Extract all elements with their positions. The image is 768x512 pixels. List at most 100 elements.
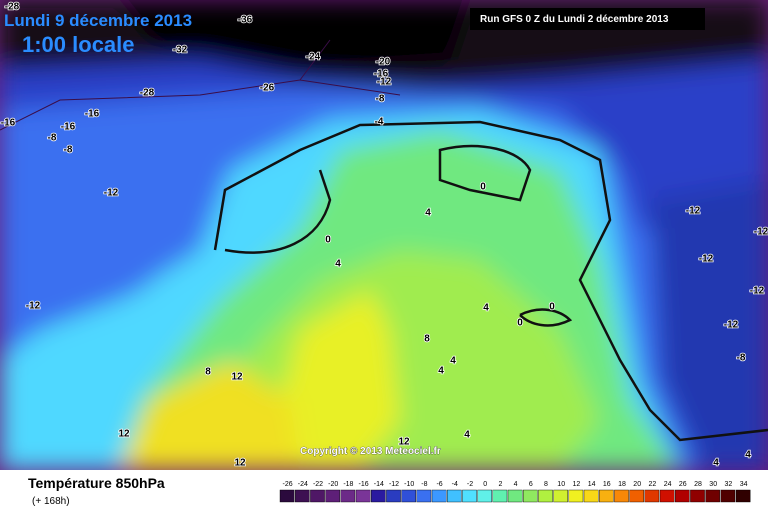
contour-label: -16 [61, 122, 76, 133]
contour-label: -16 [1, 118, 16, 129]
legend-label: -14 [374, 481, 384, 488]
legend-swatch [431, 489, 447, 503]
legend-label: 2 [498, 481, 502, 488]
legend-swatch [462, 489, 477, 503]
contour-label: -36 [238, 15, 253, 26]
legend-swatch [705, 489, 720, 503]
contour-label: -16 [374, 69, 389, 80]
copyright: Copyright © 2013 Meteociel.fr [300, 446, 441, 457]
color-legend: -26 -24 -22 -20 -18 -16 -14 -12 -10 -8 -6 -4 -2 0 2 4 6 8… [279, 481, 751, 503]
contour-label: 0 [325, 235, 331, 246]
contour-label: -12 [699, 254, 714, 265]
contour-label: 4 [450, 356, 456, 367]
legend-swatch [629, 489, 644, 503]
legend-label: -4 [452, 481, 458, 488]
contour-label: 0 [517, 318, 523, 329]
contour-label: 4 [464, 430, 470, 441]
legend-swatch [310, 489, 325, 503]
legend-swatch [386, 489, 401, 503]
legend-label: -22 [313, 481, 323, 488]
legend-label: -8 [421, 481, 427, 488]
legend-label: 30 [709, 481, 717, 488]
legend-label: 32 [725, 481, 733, 488]
temperature-field [0, 0, 768, 470]
legend-label: 12 [573, 481, 581, 488]
legend-swatch [720, 489, 736, 503]
legend-swatch [371, 489, 386, 503]
legend-swatch [675, 489, 690, 503]
legend-label: 22 [649, 481, 657, 488]
contour-label: -8 [376, 94, 385, 105]
legend-label: -10 [404, 481, 414, 488]
legend-swatch [690, 489, 705, 503]
contour-label: -16 [85, 109, 100, 120]
footer-title: Température 850hPa [28, 475, 165, 491]
contour-label: 4 [335, 259, 341, 270]
contour-label: -20 [376, 57, 391, 68]
legend-swatch [401, 489, 417, 503]
legend-swatch [507, 489, 523, 503]
legend-label: -26 [283, 481, 293, 488]
legend-label: 28 [694, 481, 702, 488]
contour-labels: -28-36-32-24 -20-16-12-28 -26-8-16 -16-16-8… [0, 1, 768, 470]
contour-label: -28 [140, 88, 155, 99]
contour-label: -12 [377, 77, 392, 88]
legend-label: 34 [740, 481, 748, 488]
contour-label: -12 [754, 227, 768, 238]
contour-label: 12 [231, 372, 243, 383]
legend-label: 4 [514, 481, 518, 488]
legend-swatch [614, 489, 629, 503]
legend-swatch [492, 489, 508, 503]
contour-label: 4 [483, 303, 489, 314]
legend-swatch [568, 489, 584, 503]
legend-label: 10 [557, 481, 565, 488]
contour-label: 4 [745, 450, 751, 461]
contour-label: 0 [480, 182, 486, 193]
legend-swatch [523, 489, 538, 503]
contour-label: -8 [64, 145, 73, 156]
legend-swatch [279, 489, 295, 503]
contour-label: 4 [425, 208, 431, 219]
legend-label: -18 [343, 481, 353, 488]
legend-label: 24 [664, 481, 672, 488]
contour-label: -12 [104, 188, 119, 199]
contour-label: 12 [118, 429, 130, 440]
forecast-date: Lundi 9 décembre 2013 [4, 11, 192, 30]
legend-label: -6 [436, 481, 442, 488]
legend-swatch [735, 489, 751, 503]
contour-label: -12 [26, 301, 41, 312]
legend-label: 18 [618, 481, 626, 488]
legend-swatch [340, 489, 356, 503]
contour-label: 4 [713, 458, 719, 469]
legend-label: -24 [298, 481, 308, 488]
contour-label: 8 [424, 334, 430, 345]
legend-label: 26 [679, 481, 687, 488]
legend-swatch [538, 489, 553, 503]
legend-swatch [355, 489, 371, 503]
legend-swatch [599, 489, 614, 503]
contour-label: -12 [750, 286, 765, 297]
contour-label: -8 [737, 353, 746, 364]
legend-label: -12 [389, 481, 399, 488]
contour-label: -8 [48, 133, 57, 144]
contour-label: 8 [205, 367, 211, 378]
contour-label: 12 [398, 437, 410, 448]
legend-swatch [477, 489, 493, 503]
legend-label: 14 [588, 481, 596, 488]
legend-swatch [644, 489, 660, 503]
legend-swatch [325, 489, 341, 503]
contour-label: 4 [438, 366, 444, 377]
forecast-lead: (+ 168h) [32, 496, 70, 507]
contour-label: -24 [306, 52, 321, 63]
contour-label: -12 [724, 320, 739, 331]
legend-swatch [553, 489, 568, 503]
legend-swatch [295, 489, 310, 503]
legend-label: 6 [529, 481, 533, 488]
run-info: Run GFS 0 Z du Lundi 2 décembre 2013 [480, 14, 669, 25]
contour-label: -28 [5, 2, 20, 13]
legend-label: -16 [359, 481, 369, 488]
forecast-time: 1:00 locale [22, 32, 135, 57]
zero-isotherm [213, 120, 768, 442]
legend-label: -20 [328, 481, 338, 488]
